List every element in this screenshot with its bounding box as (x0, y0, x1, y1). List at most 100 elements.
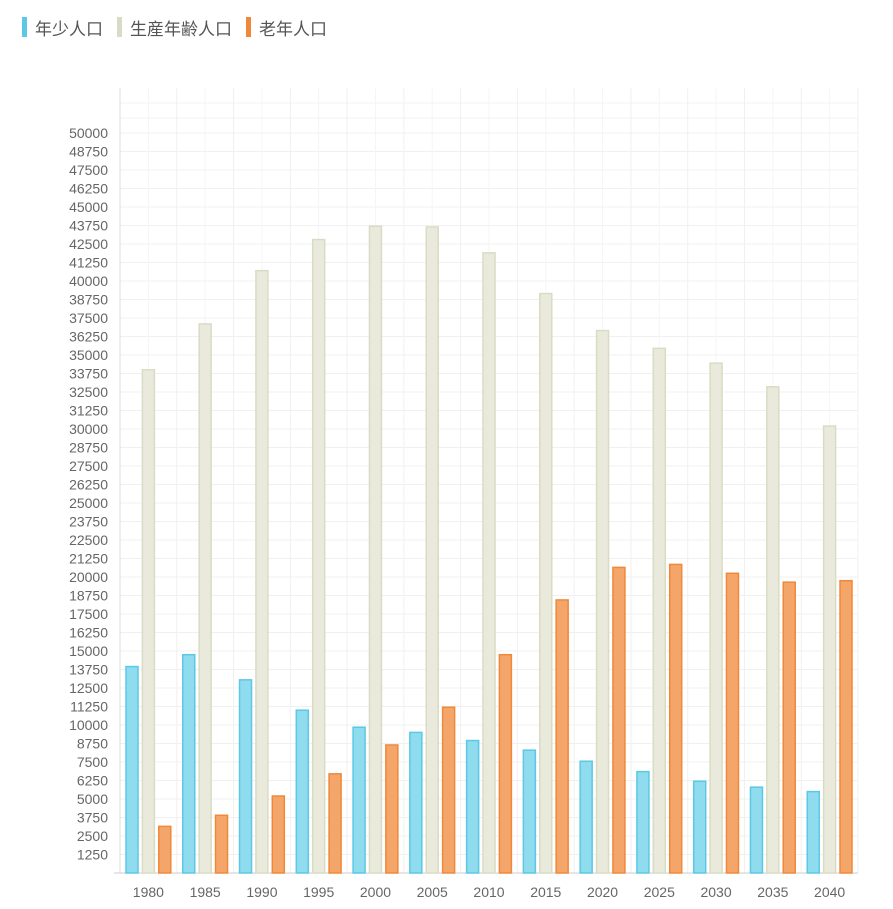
y-tick-label: 20000 (69, 569, 108, 585)
y-tick-label: 7500 (77, 754, 108, 770)
y-tick-label: 16250 (69, 625, 108, 641)
y-tick-label: 33750 (69, 366, 108, 382)
y-tick-label: 17500 (69, 606, 108, 622)
y-tick-label: 31250 (69, 403, 108, 419)
y-tick-label: 10000 (69, 717, 108, 733)
bar-elderly[interactable] (498, 653, 513, 874)
legend-label-youth: 年少人口 (35, 19, 103, 40)
y-tick-label: 11250 (70, 699, 108, 715)
x-tick-label: 1995 (303, 884, 334, 900)
y-tick-label: 40000 (69, 273, 108, 289)
y-tick-label: 22500 (69, 532, 108, 548)
y-tick-label: 30000 (69, 421, 108, 437)
x-tick-label: 2040 (814, 884, 845, 900)
bars (125, 225, 853, 874)
y-tick-label: 2500 (77, 828, 108, 844)
y-tick-label: 32500 (69, 384, 108, 400)
bar-youth[interactable] (295, 709, 310, 874)
y-tick-label: 18750 (69, 588, 108, 604)
bar-working-age[interactable] (652, 347, 667, 874)
bar-youth[interactable] (806, 790, 820, 874)
x-tick-label: 2030 (700, 884, 731, 900)
bar-working-age[interactable] (255, 269, 269, 874)
x-tick-label: 1980 (133, 884, 164, 900)
bar-elderly[interactable] (214, 814, 229, 874)
legend-item-youth[interactable]: 年少人口 (22, 15, 103, 40)
x-tick-label: 2005 (417, 884, 448, 900)
bar-working-age[interactable] (539, 292, 553, 874)
bar-elderly[interactable] (725, 572, 740, 874)
bar-working-age[interactable] (595, 329, 610, 874)
x-tick-label: 2020 (587, 884, 618, 900)
bar-youth[interactable] (409, 731, 423, 874)
bar-youth[interactable] (522, 749, 537, 874)
bar-working-age[interactable] (311, 238, 326, 874)
y-tick-label: 38750 (69, 292, 108, 308)
y-tick-label: 13750 (69, 662, 108, 678)
bar-elderly[interactable] (839, 579, 853, 874)
legend-item-elderly[interactable]: 老年人口 (246, 15, 327, 40)
bar-elderly[interactable] (441, 706, 456, 874)
bar-youth[interactable] (352, 726, 366, 874)
bar-youth[interactable] (238, 679, 253, 874)
bar-working-age[interactable] (709, 362, 723, 874)
bar-working-age[interactable] (141, 369, 156, 874)
y-tick-label: 48750 (69, 144, 108, 160)
bar-youth[interactable] (749, 786, 764, 874)
y-tick-label: 6250 (77, 773, 108, 789)
y-tick-label: 26250 (69, 477, 108, 493)
legend-item-working-age[interactable]: 生産年齢人口 (117, 15, 232, 40)
x-tick-label: 2010 (473, 884, 504, 900)
bar-elderly[interactable] (271, 795, 286, 874)
y-tick-label: 8750 (77, 736, 108, 752)
bar-working-age[interactable] (368, 225, 383, 874)
legend-swatch-elderly (246, 17, 251, 37)
bar-elderly[interactable] (385, 744, 399, 874)
y-tick-label: 25000 (69, 495, 108, 511)
bar-youth[interactable] (692, 780, 707, 874)
bar-elderly[interactable] (555, 599, 569, 874)
legend-label-working-age: 生産年齢人口 (130, 19, 232, 40)
y-tick-label: 5000 (77, 791, 108, 807)
y-tick-label: 47500 (69, 162, 108, 178)
x-tick-label: 1990 (246, 884, 277, 900)
y-tick-label: 12500 (69, 680, 108, 696)
y-tick-label: 27500 (69, 458, 108, 474)
y-tick-label: 41250 (69, 255, 108, 271)
x-tick-label: 1985 (190, 884, 221, 900)
bar-elderly[interactable] (158, 825, 172, 874)
tick-labels: 1250 2500 3750 5000 6250 7500 8750 10000 11250 12… (69, 125, 845, 900)
bar-working-age[interactable] (198, 323, 212, 874)
bar-youth[interactable] (636, 770, 650, 874)
legend-label-elderly: 老年人口 (259, 19, 327, 40)
x-tick-label: 2025 (644, 884, 675, 900)
y-tick-label: 1250 (77, 847, 108, 863)
y-tick-label: 37500 (69, 310, 108, 326)
y-tick-label: 21250 (69, 551, 108, 567)
bar-elderly[interactable] (668, 563, 683, 874)
bar-youth[interactable] (125, 665, 139, 874)
y-tick-label: 15000 (69, 643, 108, 659)
bar-youth[interactable] (182, 653, 196, 874)
y-tick-label: 23750 (69, 514, 108, 530)
bar-working-age[interactable] (766, 386, 780, 874)
y-tick-label: 45000 (69, 199, 108, 215)
bar-youth[interactable] (465, 739, 480, 874)
x-tick-label: 2000 (360, 884, 391, 900)
x-tick-label: 2035 (757, 884, 788, 900)
bar-working-age[interactable] (425, 226, 439, 874)
bar-elderly[interactable] (328, 773, 342, 874)
bar-working-age[interactable] (822, 425, 837, 874)
bar-working-age[interactable] (482, 252, 496, 874)
y-tick-label: 3750 (77, 810, 108, 826)
y-tick-label: 50000 (69, 125, 108, 141)
y-tick-label: 43750 (69, 218, 108, 234)
x-tick-label: 2015 (530, 884, 561, 900)
y-tick-label: 28750 (69, 440, 108, 456)
bar-elderly[interactable] (782, 581, 796, 874)
bar-elderly[interactable] (612, 566, 626, 874)
legend-swatch-working-age (117, 17, 122, 37)
bar-youth[interactable] (579, 760, 593, 874)
chart-legend: 年少人口 生産年齢人口 老年人口 (22, 12, 341, 42)
